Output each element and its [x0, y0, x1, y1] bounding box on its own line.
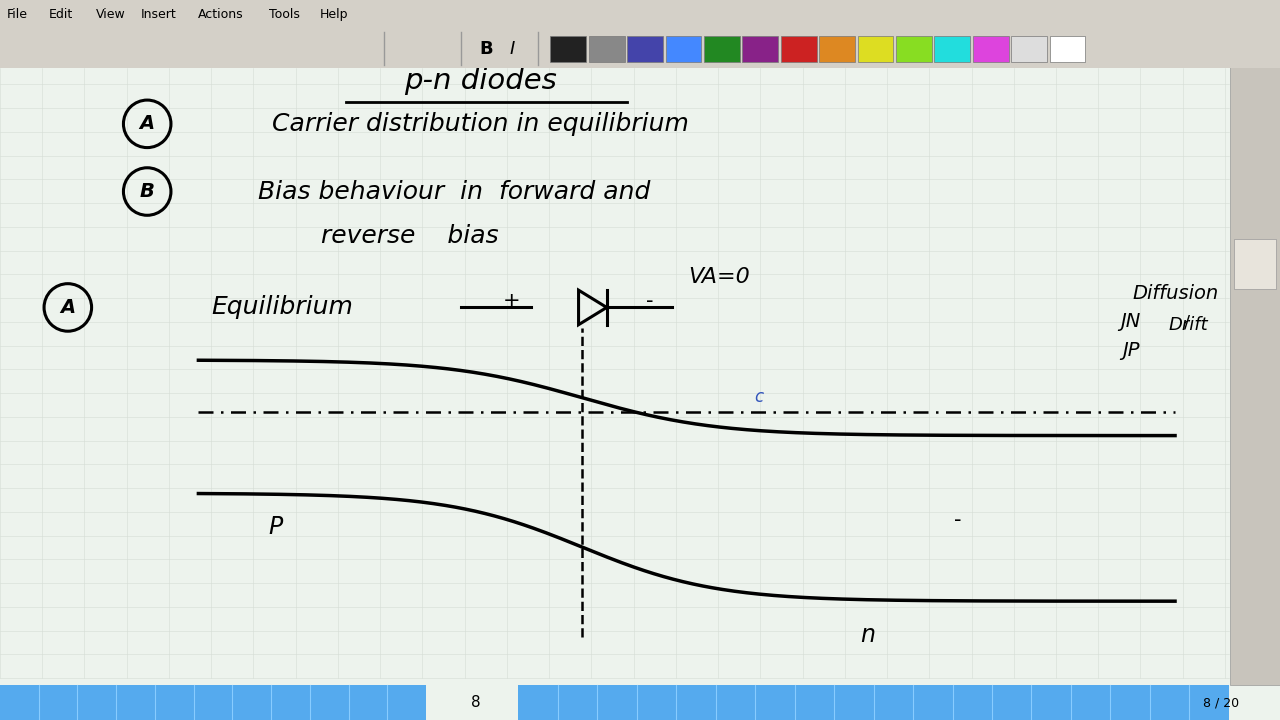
Bar — [550, 35, 586, 62]
Text: 8 / 20: 8 / 20 — [1203, 696, 1239, 709]
Bar — [934, 35, 970, 62]
Bar — [819, 35, 855, 62]
Bar — [518, 685, 1229, 720]
Text: reverse    bias: reverse bias — [321, 224, 498, 248]
Text: A: A — [60, 298, 76, 317]
Text: View: View — [96, 8, 125, 21]
Bar — [0, 29, 1280, 68]
Bar — [666, 35, 701, 62]
Text: Drift: Drift — [1169, 316, 1208, 334]
Text: A: A — [140, 114, 155, 133]
Bar — [781, 35, 817, 62]
Text: Help: Help — [320, 8, 348, 21]
Text: Actions: Actions — [198, 8, 244, 21]
Bar — [858, 35, 893, 62]
Text: Tools: Tools — [269, 8, 300, 21]
Text: -: - — [954, 510, 961, 530]
Bar — [973, 35, 1009, 62]
Text: File: File — [6, 8, 27, 21]
Text: +: + — [503, 291, 521, 311]
Text: JN: JN — [1120, 312, 1140, 331]
Text: VA=0: VA=0 — [689, 267, 750, 287]
Text: Insert: Insert — [141, 8, 177, 21]
Text: Bias behaviour  in  forward and: Bias behaviour in forward and — [259, 179, 650, 204]
Text: B: B — [480, 40, 493, 58]
Text: Diffusion: Diffusion — [1133, 284, 1219, 303]
Text: B: B — [140, 182, 155, 201]
Bar — [704, 35, 740, 62]
Bar — [1230, 34, 1280, 685]
Text: p-n diodes: p-n diodes — [403, 67, 557, 94]
Text: c: c — [754, 389, 764, 406]
Text: JP: JP — [1123, 341, 1140, 360]
Text: /: / — [1184, 314, 1190, 331]
Bar — [896, 35, 932, 62]
Text: I: I — [509, 40, 515, 58]
Text: n: n — [860, 623, 876, 647]
Text: -: - — [646, 291, 654, 311]
Bar — [1050, 35, 1085, 62]
Bar — [1011, 35, 1047, 62]
Bar — [627, 35, 663, 62]
Bar — [742, 35, 778, 62]
Text: Edit: Edit — [49, 8, 73, 21]
Text: 8: 8 — [471, 696, 481, 710]
Bar — [0, 685, 426, 720]
Text: Equilibrium: Equilibrium — [211, 295, 353, 320]
Text: P: P — [268, 515, 283, 539]
Text: Carrier distribution in equilibrium: Carrier distribution in equilibrium — [271, 112, 689, 136]
Bar — [589, 35, 625, 62]
Bar — [1234, 239, 1276, 289]
Bar — [0, 0, 1280, 29]
